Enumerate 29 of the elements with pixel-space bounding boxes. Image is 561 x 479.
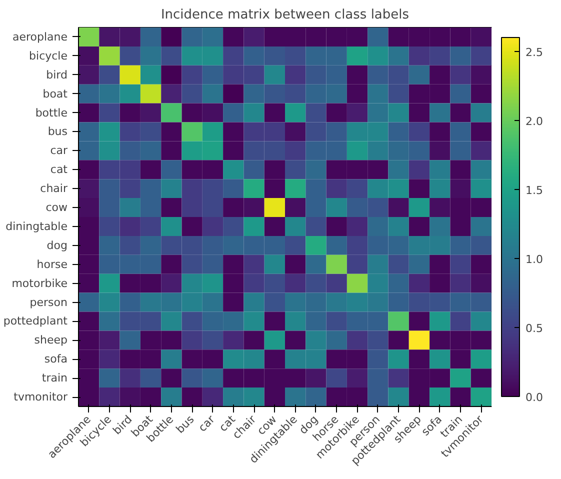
y-tick-label: pottedplant (3, 314, 68, 328)
y-tick-label: boat (42, 87, 68, 100)
y-tick-label: person (30, 296, 68, 309)
color-bar-label: 0.0 (526, 391, 543, 404)
y-tick-label: sofa (44, 352, 68, 366)
y-tick-label: bird (46, 68, 68, 82)
y-tick-label: cat (50, 163, 68, 176)
y-tick-label: sheep (34, 334, 68, 347)
y-tick-label: diningtable (6, 220, 68, 233)
color-bar-label: 1.5 (526, 184, 543, 197)
y-tick-label: chair (40, 182, 68, 196)
y-tick-label: aeroplane (12, 30, 68, 44)
y-tick-label: tvmonitor (14, 390, 68, 404)
color-bar-label: 0.5 (526, 322, 543, 335)
color-bar-label: 2.5 (526, 46, 543, 59)
y-tick-label: bottle (35, 106, 68, 120)
chart-title: Incidence matrix between class labels (160, 8, 410, 22)
y-tick-label: motorbike (12, 276, 68, 290)
x-tick-label: car (196, 412, 218, 434)
x-tick-label: bus (174, 412, 197, 436)
y-tick-label: bicycle (29, 49, 68, 62)
y-tick-label: car (50, 144, 68, 158)
y-tick-label: horse (36, 258, 68, 271)
y-tick-label: bus (48, 125, 68, 138)
y-tick-label: train (42, 372, 68, 385)
y-tick-label: cow (46, 201, 68, 214)
color-bar-label: 2.0 (526, 114, 543, 128)
color-bar-label: 1.0 (526, 252, 543, 266)
y-tick-label: dog (46, 238, 68, 252)
